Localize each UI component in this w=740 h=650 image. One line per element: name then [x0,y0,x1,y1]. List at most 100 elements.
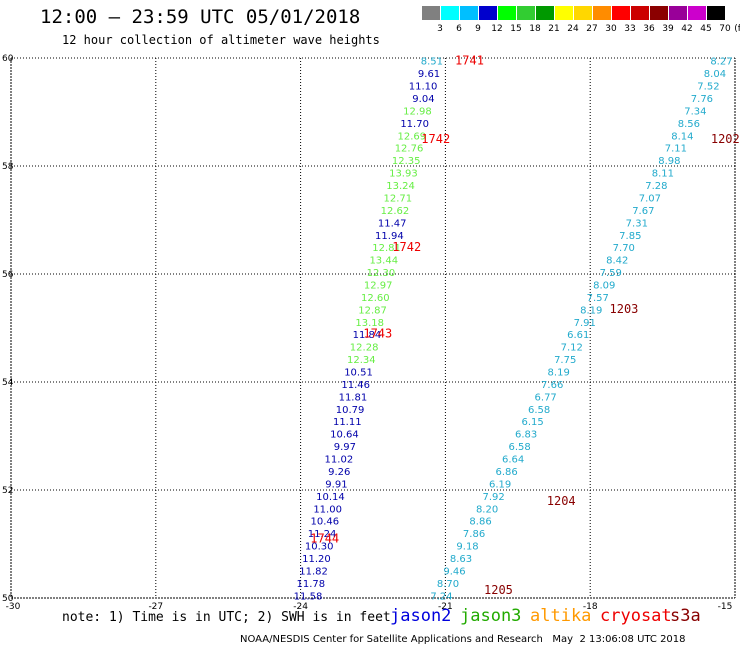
track-b-value: 7.12 [561,343,583,354]
track-a-value: 8.51 [421,57,443,68]
track-b-value: 7.85 [619,231,641,242]
legend-swatch [441,6,459,20]
time-label: 1205 [484,583,513,597]
track-a-value: 12.71 [383,193,412,204]
track-b-value: 7.91 [574,318,596,329]
track-a-value: 10.46 [311,517,340,528]
credit-line: NOAA/NESDIS Center for Satellite Applica… [240,634,686,645]
lon-label: -24 [293,602,308,612]
track-a-value: 11.94 [375,231,404,242]
legend-swatch [574,6,592,20]
track-a-value: 11.00 [313,504,342,515]
legend-swatch [688,6,706,20]
track-a-value: 11.11 [333,417,362,428]
legend-label: 18 [529,24,541,34]
track-b-value: 8.86 [469,517,491,528]
track-a-value: 13.44 [369,256,398,267]
time-label: 1742 [421,132,450,146]
track-a-value: 12.62 [381,206,410,217]
footer-note: note: 1) Time is in UTC; 2) SWH is in fe… [62,610,391,625]
satellite-cryosat: cryosat [600,606,672,626]
track-b-value: 8.11 [652,169,674,180]
legend-label: 70 [719,24,731,34]
track-b-value: 6.15 [522,417,544,428]
lon-label: -30 [6,602,21,612]
track-a-value: 11.82 [299,566,328,577]
track-a-value: 12.81 [372,243,401,254]
track-a-value: 11.47 [378,218,407,229]
time-label: 1204 [547,494,576,508]
legend-label: 12 [491,24,503,34]
page-subtitle: 12 hour collection of altimeter wave hei… [62,33,380,47]
track-a-value: 12.87 [358,305,387,316]
track-b-value: 8.42 [606,256,628,267]
time-label: 1203 [610,302,639,316]
legend-swatch [631,6,649,20]
track-b-value: 8.27 [710,57,732,68]
track-a-value: 11.78 [296,579,325,590]
lon-label: -21 [438,602,453,612]
satellite-jason2: jason2 [390,606,452,626]
legend-swatch [612,6,630,20]
track-a-value: 11.84 [353,330,382,341]
track-b-value: 9.18 [456,542,478,553]
track-b-value: 7.76 [691,94,713,105]
track-b-value: 6.19 [489,479,511,490]
track-b-value: 7.92 [482,492,504,503]
lat-label: 52 [2,486,13,496]
track-a-value: 12.30 [367,268,396,279]
track-b-value: 7.59 [600,268,622,279]
track-a-value: 10.79 [336,405,365,416]
track-a-value: 9.04 [412,94,434,105]
time-label: 1742 [392,240,421,254]
lon-label: -15 [718,602,733,612]
lat-label: 56 [2,270,14,280]
track-b-value: 7.57 [587,293,609,304]
lat-label: 50 [2,594,14,604]
track-b-value: 7.86 [463,529,485,540]
track-b-value: 8.56 [678,119,700,130]
track-a-value: 10.14 [316,492,345,503]
track-b-value: 8.63 [450,554,472,565]
track-b-value: 7.07 [639,193,661,204]
track-b-value: 6.61 [567,330,589,341]
track-b-value: 8.09 [593,280,615,291]
track-b-value: 7.52 [697,82,719,93]
credit-timestamp: May 2 13:06:08 UTC 2018 [552,634,686,645]
lon-label: -27 [148,602,163,612]
track-b-value: 6.86 [495,467,517,478]
time-label: 1744 [310,532,339,546]
legend-swatch [669,6,687,20]
legend-swatch [536,6,554,20]
track-a-value: 11.58 [294,591,323,602]
track-b-value: 7.31 [626,218,648,229]
legend-label: 45 [700,24,712,34]
track-a-value: 11.46 [341,380,370,391]
legend-label: 36 [643,24,655,34]
legend-label: 9 [475,24,481,34]
time-label: 1743 [363,326,392,340]
lon-label: -18 [583,602,598,612]
track-b-value: 8.04 [704,69,726,80]
track-a-value: 12.28 [350,343,379,354]
legend-swatch [517,6,535,20]
track-b-value: 8.98 [658,156,680,167]
track-b-value: 7.24 [430,591,452,602]
lat-label: 58 [2,162,14,172]
track-b-value: 7.28 [645,181,667,192]
legend-swatch [498,6,516,20]
track-b-value: 7.34 [684,106,706,117]
track-a-value: 12.35 [392,156,421,167]
legend-label: 15 [510,24,522,34]
track-a-value: 11.70 [400,119,429,130]
legend-swatch [650,6,668,20]
track-b-value: 7.67 [632,206,654,217]
lat-label: 60 [2,54,14,64]
track-b-value: 8.70 [437,579,459,590]
track-a-value: 12.69 [398,131,427,142]
track-b-value: 6.83 [515,430,537,441]
legend-label: 27 [586,24,598,34]
track-a-value: 9.91 [325,479,347,490]
satellite-jason3: jason3 [460,606,522,626]
